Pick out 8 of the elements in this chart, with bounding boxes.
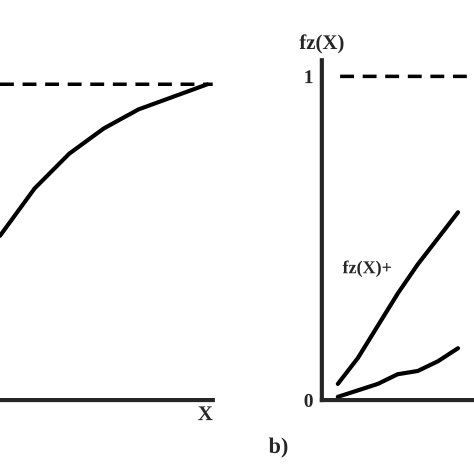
series-label: fz(X)+ (342, 260, 391, 278)
text: b) (268, 437, 288, 458)
line-series (336, 346, 460, 399)
line-series (336, 210, 460, 386)
y-axis-title: fz(X) (299, 34, 344, 54)
x-axis-title: X (198, 406, 213, 420)
y-tick-label: 1 (305, 70, 313, 84)
y-tick-label: 0 (304, 394, 313, 407)
